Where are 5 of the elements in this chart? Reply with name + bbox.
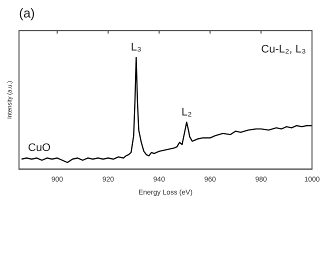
annotation: CuO <box>28 142 52 154</box>
annotation: L₃ <box>130 41 142 54</box>
chart-title: (a) <box>19 5 35 20</box>
annotation: L₂ <box>181 106 192 118</box>
text: Cu-L₂, L₃ <box>261 44 306 56</box>
